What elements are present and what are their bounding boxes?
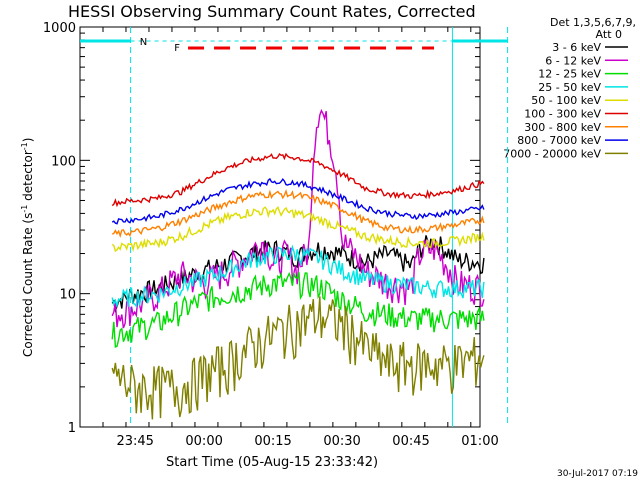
legend-label: 50 - 100 keV (531, 94, 601, 107)
series-line-4 (111, 206, 485, 253)
flare-marker-label: F (174, 43, 180, 54)
legend-label: 300 - 800 keV (524, 121, 601, 134)
x-tick-label: 00:30 (323, 434, 360, 449)
legend-label: 3 - 6 keV (552, 41, 601, 54)
legend-label: 7000 - 20000 keV (503, 147, 601, 160)
x-tick-label: 00:15 (254, 434, 291, 449)
x-tick-label: 00:45 (392, 434, 429, 449)
legend-label: 800 - 7000 keV (517, 134, 601, 147)
series-line-2 (111, 271, 485, 348)
series-line-6 (111, 188, 485, 238)
chart-title: HESSI Observing Summary Count Rates, Cor… (68, 2, 476, 21)
legend-label: 12 - 25 keV (538, 68, 601, 81)
series-line-5 (111, 152, 485, 208)
series-line-8 (111, 296, 485, 420)
y-tick-label: 10 (59, 288, 76, 303)
footer-date: 30-Jul-2017 07:19 (557, 469, 638, 479)
x-axis-label: Start Time (05-Aug-15 23:33:42) (166, 455, 378, 470)
y-tick-label: 1 (68, 421, 76, 436)
series-line-3 (111, 244, 485, 309)
y-tick-label: 100 (51, 154, 76, 169)
y-tick-label: 1000 (43, 21, 76, 36)
x-tick-label: 23:45 (116, 434, 153, 449)
series-line-1 (111, 108, 485, 329)
x-tick-label: 01:00 (461, 434, 498, 449)
legend-label: 100 - 300 keV (524, 108, 601, 121)
x-tick-label: 00:00 (185, 434, 222, 449)
legend-label: 25 - 50 keV (538, 81, 601, 94)
legend-header-line1: Det 1,3,5,6,7,9, (550, 16, 636, 29)
series-line-7 (111, 177, 485, 225)
legend-header-line2: Att 0 (596, 28, 622, 41)
legend-label: 6 - 12 keV (545, 54, 601, 67)
night-marker-label: N (140, 37, 147, 48)
plot-frame (79, 26, 481, 428)
plot-area: 1 10 100 1000 23:45 00:00 00:15 00:30 00:45 01:00… (43, 21, 509, 449)
series-line-0 (111, 235, 485, 313)
y-axis-label: Corrected Count Rate (s-1 detector-1) (20, 138, 35, 357)
